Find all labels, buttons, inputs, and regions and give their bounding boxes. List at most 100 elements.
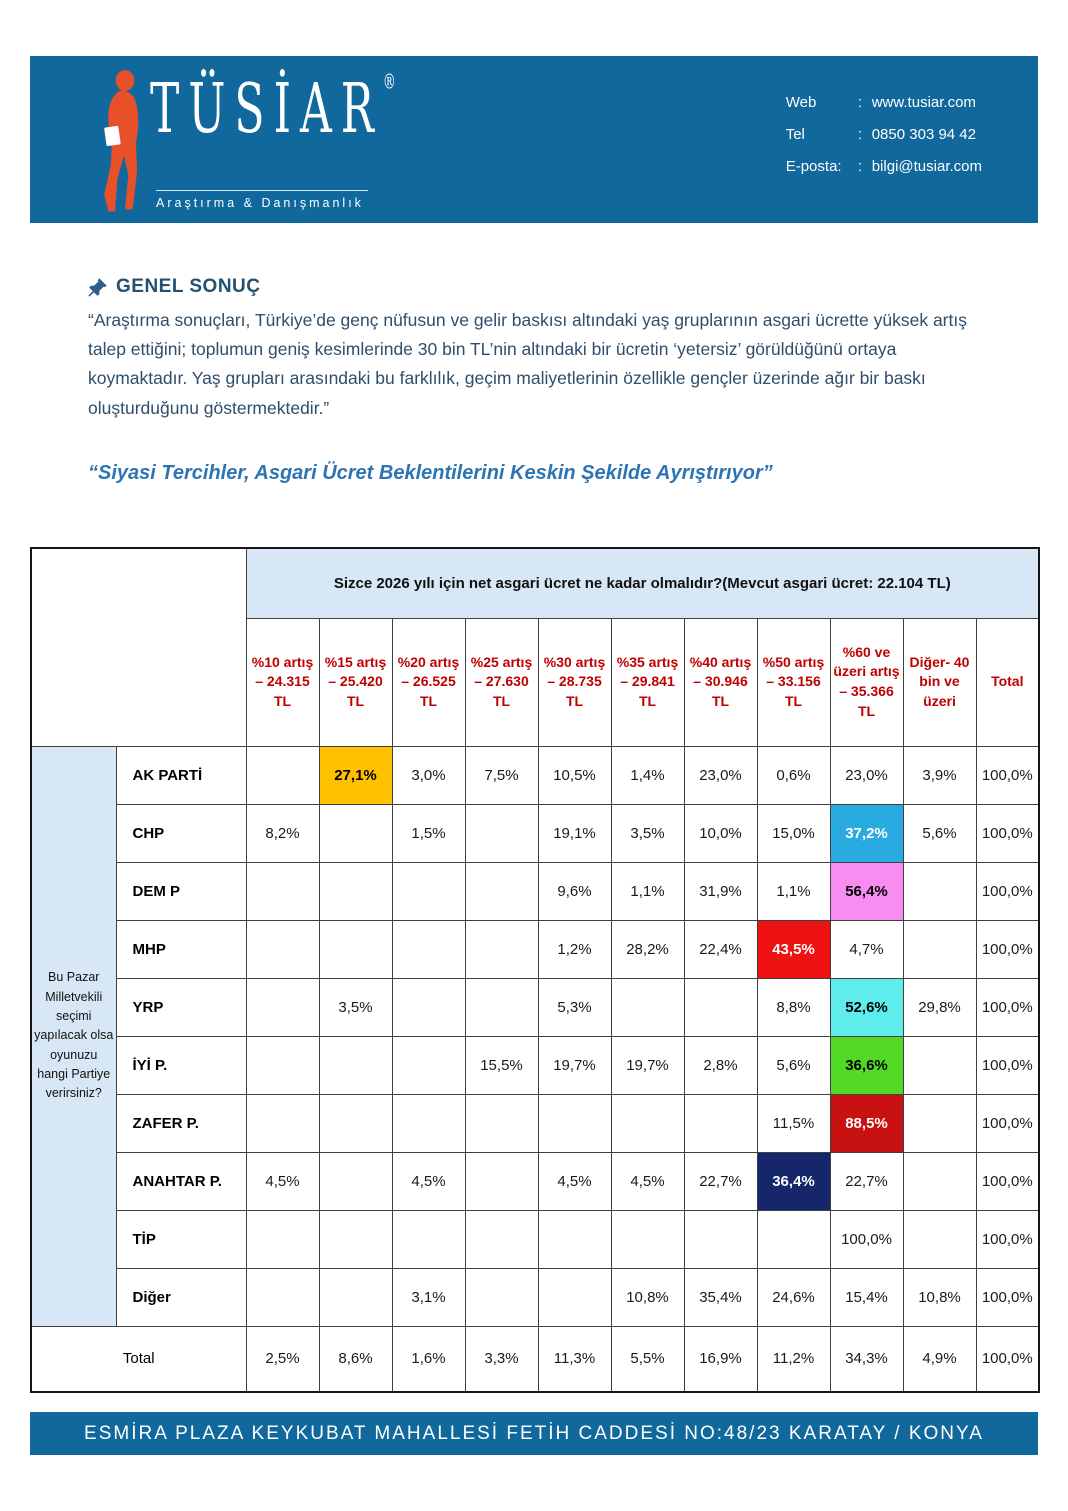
value-cell xyxy=(902,861,977,921)
value-cell xyxy=(464,919,539,979)
column-header: %30 artış – 28.735 TL xyxy=(537,617,612,747)
value-cell xyxy=(902,1151,977,1211)
value-cell: 15,5% xyxy=(464,1035,539,1095)
contact-block: Web : www.tusiar.com Tel : 0850 303 94 4… xyxy=(786,94,982,190)
value-cell: 56,4% xyxy=(829,861,904,921)
value-cell: 24,6% xyxy=(756,1267,831,1327)
total-value-cell: 34,3% xyxy=(829,1325,904,1393)
contact-label: E-posta: xyxy=(785,158,842,175)
value-cell: 5,3% xyxy=(537,977,612,1037)
value-cell xyxy=(464,1093,539,1153)
total-value-cell: 5,5% xyxy=(610,1325,685,1393)
party-name: MHP xyxy=(115,919,247,979)
value-cell xyxy=(537,1093,612,1153)
value-cell: 27,1% xyxy=(318,745,393,805)
value-cell: 22,4% xyxy=(683,919,758,979)
value-cell: 36,6% xyxy=(829,1035,904,1095)
value-cell xyxy=(464,1209,539,1269)
contact-row-web: Web : www.tusiar.com xyxy=(786,94,982,111)
value-cell: 15,0% xyxy=(756,803,831,863)
value-cell xyxy=(902,1035,977,1095)
party-name: AK PARTİ xyxy=(115,745,247,805)
value-cell xyxy=(610,1209,685,1269)
value-cell: 10,8% xyxy=(610,1267,685,1327)
total-value-cell: 16,9% xyxy=(683,1325,758,1393)
value-cell: 4,5% xyxy=(610,1151,685,1211)
highlight-subtitle: “Siyasi Tercihler, Asgari Ücret Beklenti… xyxy=(88,462,773,484)
column-header: %40 artış – 30.946 TL xyxy=(683,617,758,747)
value-cell xyxy=(683,977,758,1037)
value-cell xyxy=(318,1093,393,1153)
value-cell xyxy=(391,977,466,1037)
value-cell: 100,0% xyxy=(975,1093,1040,1153)
value-cell: 19,7% xyxy=(610,1035,685,1095)
results-table-container: Sizce 2026 yılı için net asgari ücret ne… xyxy=(30,547,1041,1393)
value-cell: 5,6% xyxy=(902,803,977,863)
value-cell: 8,8% xyxy=(756,977,831,1037)
value-cell: 22,7% xyxy=(829,1151,904,1211)
value-cell xyxy=(464,977,539,1037)
value-cell xyxy=(391,1093,466,1153)
total-value-cell: 1,6% xyxy=(391,1325,466,1393)
value-cell xyxy=(245,861,320,921)
value-cell xyxy=(610,1093,685,1153)
value-cell: 100,0% xyxy=(975,977,1040,1037)
value-cell: 100,0% xyxy=(975,745,1040,805)
contact-label: Tel xyxy=(785,126,805,143)
value-cell: 37,2% xyxy=(829,803,904,863)
party-name: TİP xyxy=(115,1209,247,1269)
value-cell: 4,5% xyxy=(391,1151,466,1211)
value-cell: 100,0% xyxy=(975,1151,1040,1211)
party-name: ANAHTAR P. xyxy=(115,1151,247,1211)
value-cell xyxy=(318,1151,393,1211)
value-cell: 5,6% xyxy=(756,1035,831,1095)
value-cell xyxy=(245,1209,320,1269)
party-name: İYİ P. xyxy=(115,1035,247,1095)
value-cell: 23,0% xyxy=(683,745,758,805)
value-cell: 8,2% xyxy=(245,803,320,863)
column-header: %25 artış – 27.630 TL xyxy=(464,617,539,747)
value-cell xyxy=(610,977,685,1037)
section-title: GENEL SONUÇ xyxy=(116,276,261,297)
value-cell: 1,4% xyxy=(610,745,685,805)
brand-tagline: Araştırma & Danışmanlık xyxy=(156,196,364,210)
value-cell xyxy=(683,1093,758,1153)
value-cell: 100,0% xyxy=(975,803,1040,863)
value-cell: 3,0% xyxy=(391,745,466,805)
value-cell xyxy=(391,919,466,979)
contact-value: 0850 303 94 42 xyxy=(871,126,976,143)
value-cell xyxy=(464,1267,539,1327)
value-cell: 100,0% xyxy=(975,861,1040,921)
value-cell xyxy=(902,919,977,979)
footer-address: ESMİRA PLAZA KEYKUBAT MAHALLESİ FETİH CA… xyxy=(84,1422,984,1444)
results-table: Sizce 2026 yılı için net asgari ücret ne… xyxy=(30,547,1041,1393)
value-cell xyxy=(245,1035,320,1095)
value-cell xyxy=(391,1035,466,1095)
value-cell xyxy=(318,1209,393,1269)
side-question-cell: Bu Pazar Milletvekili seçimi yapılacak o… xyxy=(30,745,117,1327)
value-cell: 29,8% xyxy=(902,977,977,1037)
value-cell xyxy=(537,1209,612,1269)
value-cell: 3,9% xyxy=(902,745,977,805)
value-cell: 10,0% xyxy=(683,803,758,863)
value-cell xyxy=(245,1093,320,1153)
value-cell xyxy=(464,803,539,863)
total-value-cell: 2,5% xyxy=(245,1325,320,1393)
value-cell: 3,1% xyxy=(391,1267,466,1327)
registered-mark: ® xyxy=(382,71,396,95)
contact-row-tel: Tel : 0850 303 94 42 xyxy=(786,126,982,143)
party-name: CHP xyxy=(115,803,247,863)
value-cell: 9,6% xyxy=(537,861,612,921)
total-value-cell: 11,2% xyxy=(756,1325,831,1393)
value-cell: 7,5% xyxy=(464,745,539,805)
value-cell: 4,7% xyxy=(829,919,904,979)
contact-colon: : xyxy=(857,158,862,175)
value-cell: 19,1% xyxy=(537,803,612,863)
brand-name: TÜSİAR xyxy=(150,70,383,150)
value-cell: 1,1% xyxy=(756,861,831,921)
value-cell: 1,2% xyxy=(537,919,612,979)
value-cell xyxy=(318,861,393,921)
table-corner-cell xyxy=(30,547,247,747)
brand-wordmark: TÜSİAR® xyxy=(150,70,396,149)
party-name: ZAFER P. xyxy=(115,1093,247,1153)
